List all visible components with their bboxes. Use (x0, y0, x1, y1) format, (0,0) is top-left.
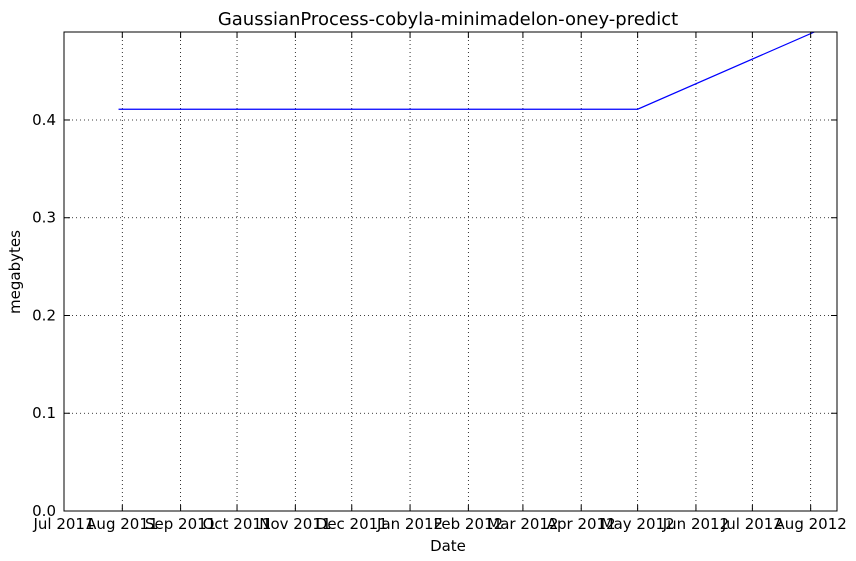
x-tick-label: Feb 2012 (434, 515, 504, 533)
x-tick-label: Jan 2012 (376, 515, 443, 533)
x-axis-label: Date (430, 537, 466, 555)
x-tick-label: Jul 2012 (721, 515, 783, 533)
y-axis-label: megabytes (6, 230, 24, 314)
y-tick-label: 0.0 (32, 502, 56, 520)
x-tick-label: Aug 2011 (86, 515, 158, 533)
x-tick-label: Jul 2011 (32, 515, 94, 533)
chart-title: GaussianProcess-cobyla-minimadelon-oney-… (218, 9, 678, 30)
x-tick-label: Aug 2012 (775, 515, 847, 533)
x-tick-label: Sep 2011 (145, 515, 216, 533)
x-tick-label: Jun 2012 (662, 515, 729, 533)
x-tick-label: Apr 2012 (547, 515, 616, 533)
series-line (118, 32, 815, 110)
plot-frame (63, 31, 838, 512)
y-tick-label: 0.2 (32, 306, 56, 324)
x-tick-label: May 2012 (601, 515, 675, 533)
y-tick-label: 0.3 (32, 209, 56, 227)
x-tick-label: Nov 2011 (259, 515, 331, 533)
x-tick-label: Dec 2011 (316, 515, 388, 533)
y-tick-label: 0.1 (32, 404, 56, 422)
x-tick-label: Oct 2011 (203, 515, 272, 533)
x-tick-label: Mar 2012 (487, 515, 558, 533)
y-tick-label: 0.4 (32, 111, 56, 129)
series-layer (118, 32, 815, 110)
